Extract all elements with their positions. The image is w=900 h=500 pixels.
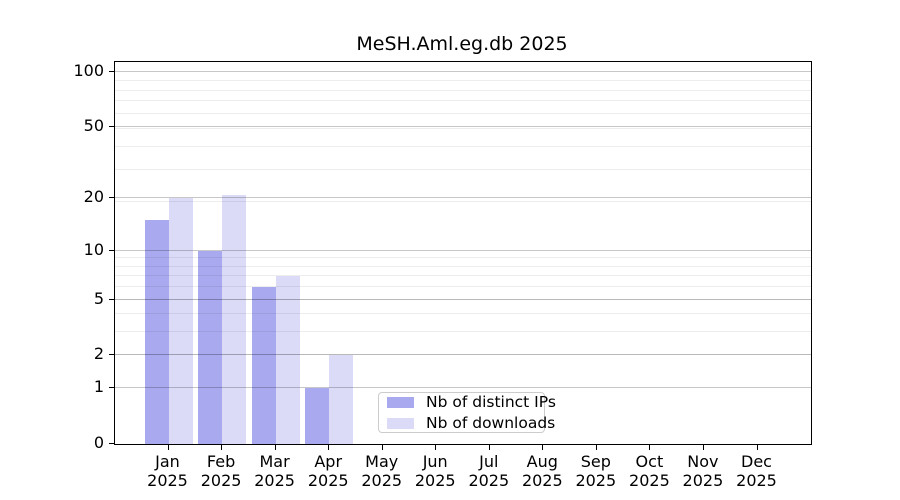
x-tick-label: Aug 2025 — [521, 452, 563, 490]
x-tick-label: Jul 2025 — [468, 452, 510, 490]
y-tick-mark — [109, 298, 114, 300]
x-tick-label: May 2025 — [361, 452, 403, 490]
gridline-minor — [115, 112, 811, 114]
legend-label-downloads: Nb of downloads — [426, 414, 556, 432]
bar-downloads — [275, 276, 300, 444]
bar-downloads — [222, 194, 247, 444]
y-tick-label: 5 — [93, 288, 104, 308]
x-tick-label: Oct 2025 — [629, 452, 670, 490]
x-tick-mark — [756, 445, 758, 450]
x-tick-label: Jun 2025 — [414, 452, 456, 490]
y-tick-label: 20 — [83, 187, 104, 207]
plot-area — [114, 61, 812, 445]
x-tick-mark — [167, 445, 169, 450]
x-tick-label: Apr 2025 — [307, 452, 349, 490]
y-tick-label: 0 — [93, 433, 104, 452]
y-tick-mark — [109, 125, 114, 127]
y-tick-mark — [109, 387, 114, 389]
gridline-minor — [115, 127, 811, 129]
gridline-major — [115, 125, 811, 127]
gridline-minor — [115, 201, 811, 203]
gridline-major — [115, 298, 811, 300]
x-tick-label: Nov 2025 — [682, 452, 724, 490]
y-tick-mark — [109, 70, 114, 72]
legend-label-distinct-ips: Nb of distinct IPs — [426, 393, 556, 411]
gridline-major — [115, 249, 811, 251]
y-tick-mark — [109, 443, 114, 444]
x-tick-mark — [328, 445, 330, 450]
gridline-major — [115, 197, 811, 199]
gridline-minor — [115, 298, 811, 300]
y-tick-label: 10 — [83, 239, 104, 259]
x-tick-mark — [595, 445, 597, 450]
gridline-minor — [115, 100, 811, 102]
legend-entry-downloads: Nb of downloads — [387, 415, 555, 431]
x-tick-mark — [274, 445, 276, 450]
legend: Nb of distinct IPs Nb of downloads — [378, 392, 556, 433]
x-tick-label: Feb 2025 — [200, 452, 242, 490]
bar-distinct-ips — [144, 220, 169, 444]
x-tick-mark — [702, 445, 704, 450]
x-tick-mark — [381, 445, 383, 450]
gridline-minor — [115, 265, 811, 267]
y-tick-mark — [109, 354, 114, 356]
gridline-minor — [115, 89, 811, 91]
bar-distinct-ips — [251, 287, 276, 444]
gridline-minor — [115, 80, 811, 82]
gridline-minor — [115, 275, 811, 277]
y-tick-label: 50 — [83, 115, 104, 135]
gridline-major — [115, 354, 811, 356]
gridline-minor — [115, 257, 811, 259]
x-tick-label: Dec 2025 — [736, 452, 777, 490]
legend-entry-distinct-ips: Nb of distinct IPs — [387, 394, 556, 410]
gridline-minor — [115, 168, 811, 170]
x-tick-label: Jan 2025 — [147, 452, 188, 490]
x-tick-label: Mar 2025 — [254, 452, 295, 490]
downloads-swatch-icon — [387, 417, 414, 429]
gridline-major — [115, 387, 811, 389]
bar-downloads — [168, 198, 193, 444]
gridline-minor — [115, 331, 811, 333]
y-tick-label: 1 — [93, 377, 104, 397]
bar-distinct-ips — [198, 250, 223, 444]
x-tick-mark — [649, 445, 651, 450]
y-tick-mark — [109, 197, 114, 199]
bar-downloads — [329, 355, 354, 444]
gridline-minor — [115, 286, 811, 288]
x-tick-mark — [435, 445, 437, 450]
distinct-ips-swatch-icon — [387, 396, 414, 408]
x-tick-mark — [221, 445, 223, 450]
x-tick-mark — [488, 445, 490, 450]
gridline-minor — [115, 313, 811, 315]
gridline-minor — [115, 354, 811, 356]
x-tick-mark — [542, 445, 544, 450]
bar-distinct-ips — [305, 388, 330, 444]
chart-title: MeSH.Aml.eg.db 2025 — [356, 33, 568, 55]
y-tick-label: 2 — [93, 344, 104, 364]
y-tick-mark — [109, 249, 114, 251]
gridline-minor — [115, 145, 811, 147]
gridline-major — [115, 70, 811, 72]
x-tick-label: Sep 2025 — [575, 452, 617, 490]
y-tick-label: 100 — [73, 60, 104, 80]
